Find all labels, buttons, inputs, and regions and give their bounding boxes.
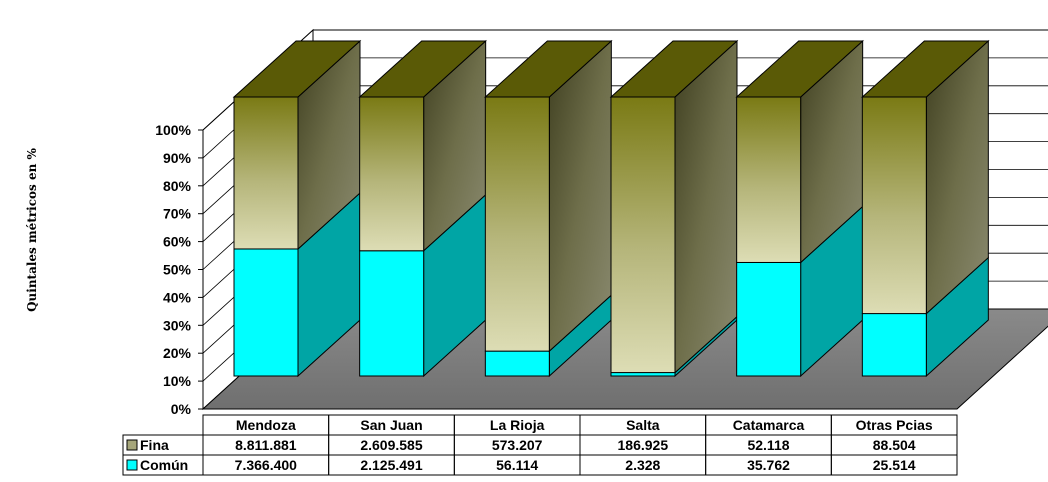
bar-top: [861, 40, 990, 98]
y-tick-label: 0%: [171, 401, 192, 417]
data-table: Mendoza San Juan La Rioja Salta Catamarca Otr…: [122, 414, 958, 476]
bar-fina: [861, 96, 927, 315]
bar-comun: [359, 250, 425, 377]
data-label: 186.925: [618, 437, 669, 453]
data-label: 52.118: [747, 437, 789, 453]
y-tick-label: 70%: [163, 206, 192, 222]
category-label: La Rioja: [490, 417, 545, 433]
y-axis-label: Quintales métricos en %: [25, 147, 39, 311]
bar-top: [232, 40, 362, 98]
bar-top: [358, 40, 487, 98]
bar-comun: [484, 350, 550, 377]
legend-swatch: [126, 459, 138, 471]
bar-comun: [233, 248, 299, 377]
data-label: 573.207: [492, 437, 543, 453]
table-cell: [830, 454, 958, 476]
bar-fina: [484, 96, 550, 352]
category-label: San Juan: [360, 417, 422, 433]
y-tick-label: 10%: [163, 373, 192, 389]
category-label: Otras Pcias: [856, 417, 933, 433]
data-label: 35.762: [747, 457, 790, 473]
y-tick-label: 50%: [163, 262, 192, 278]
category-label: Catamarca: [733, 417, 805, 433]
category-label: Salta: [626, 417, 660, 433]
bar-fina: [736, 96, 802, 263]
bar-fina: [233, 96, 299, 250]
legend-label: Común: [140, 457, 188, 473]
y-tick-label: 40%: [163, 289, 192, 305]
y-tick-label: 90%: [163, 150, 192, 166]
bar-top: [735, 40, 864, 98]
bar-group: [358, 39, 487, 378]
bar-comun: [861, 313, 927, 377]
y-tick-label: 20%: [163, 345, 192, 361]
bar-comun: [610, 372, 676, 377]
bar-top: [609, 40, 739, 98]
bar-top: [484, 40, 613, 98]
bars: [232, 39, 990, 378]
bar-group: [735, 39, 864, 378]
data-label: 2.328: [625, 457, 660, 473]
bar-group: [609, 39, 739, 378]
legend-swatch: [126, 439, 138, 451]
bar-group: [861, 39, 990, 378]
y-tick-label: 80%: [163, 178, 192, 194]
data-label: 25.514: [873, 457, 916, 473]
y-axis: 0% 10% 20% 30% 40% 50% 60% 70% 80% 90% 100%: [155, 122, 204, 417]
category-label: Mendoza: [236, 417, 296, 433]
y-tick-label: 100%: [155, 122, 191, 138]
data-label: 7.366.400: [235, 457, 297, 473]
y-tick-label: 30%: [163, 317, 192, 333]
bar-fina: [359, 96, 425, 252]
data-label: 2.125.491: [360, 457, 422, 473]
bar-group: [484, 39, 613, 378]
bar-fina: [610, 96, 676, 374]
data-label: 2.609.585: [360, 437, 422, 453]
bar-group: [232, 39, 362, 378]
data-label: 88.504: [873, 437, 916, 453]
bar-comun: [736, 261, 802, 377]
data-label: 8.811.881: [235, 437, 297, 453]
y-tick-label: 60%: [163, 234, 192, 250]
legend-label: Fina: [140, 437, 169, 453]
data-label: 56.114: [496, 457, 538, 473]
bar-fina-side: [674, 39, 738, 374]
